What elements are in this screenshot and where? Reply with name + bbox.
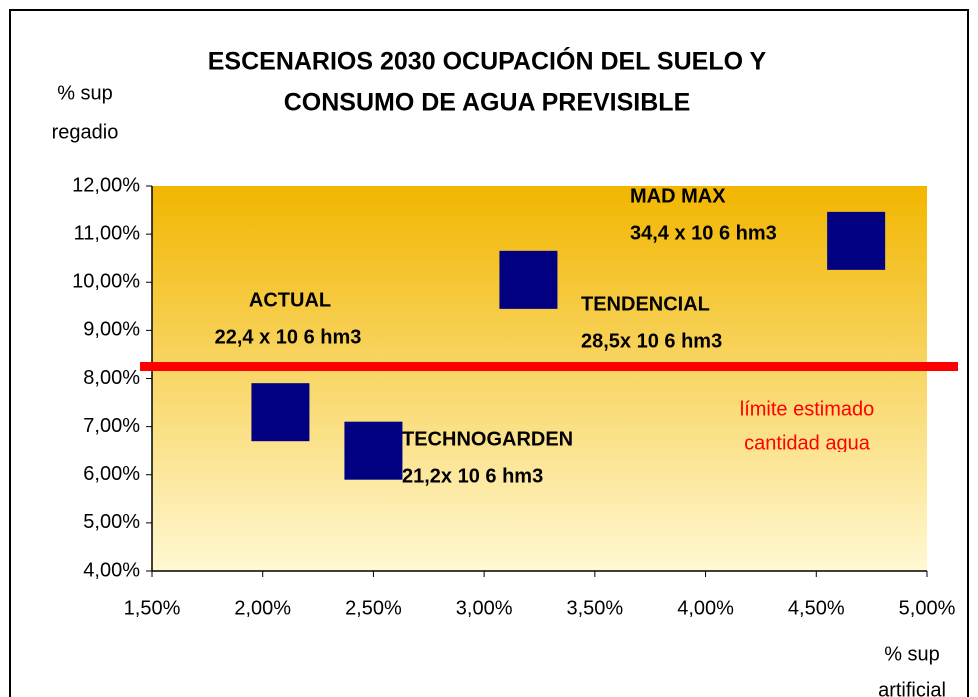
y-tick-label: 9,00% xyxy=(83,319,140,341)
x-tick-label: 3,00% xyxy=(456,597,513,619)
point xyxy=(251,383,310,442)
point xyxy=(827,211,886,270)
annotation: MAD MAX xyxy=(630,185,726,207)
chart-title: ESCENARIOS 2030 OCUPACIÓN DEL SUELO Y xyxy=(208,46,767,76)
x-tick-label: 4,50% xyxy=(788,597,845,619)
annotation: 34,4 x 10 6 hm3 xyxy=(630,222,777,244)
point xyxy=(499,250,558,309)
y-tick-label: 12,00% xyxy=(72,174,140,196)
annotation: 28,5x 10 6 hm3 xyxy=(581,330,722,352)
chart-title: CONSUMO DE AGUA PREVISIBLE xyxy=(284,89,691,117)
annotation: 22,4 x 10 6 hm3 xyxy=(215,326,362,348)
y-axis-label: % sup xyxy=(57,82,113,104)
y-tick-label: 6,00% xyxy=(83,463,140,485)
x-axis-label: % sup xyxy=(884,643,940,665)
threshold-label: cantidad agua xyxy=(744,432,871,454)
y-tick-label: 7,00% xyxy=(83,415,140,437)
plot-area xyxy=(152,186,927,571)
x-tick-label: 2,00% xyxy=(234,597,291,619)
x-tick-label: 1,50% xyxy=(124,597,181,619)
y-tick-label: 8,00% xyxy=(83,367,140,389)
x-tick-label: 4,00% xyxy=(677,597,734,619)
annotation: TENDENCIAL xyxy=(581,293,710,315)
y-tick-label: 10,00% xyxy=(72,271,140,293)
y-axis-label: regadio xyxy=(52,121,119,143)
y-tick-label: 5,00% xyxy=(83,511,140,533)
annotation: 21,2x 10 6 hm3 xyxy=(402,465,543,487)
y-tick-label: 11,00% xyxy=(74,222,141,244)
x-axis-label: artificial xyxy=(878,679,946,697)
threshold-label-group: límite estimado cantidad agua xyxy=(740,398,875,454)
x-tick-label: 2,50% xyxy=(345,597,402,619)
annotation: ACTUAL xyxy=(249,289,331,311)
x-tick-label: 5,00% xyxy=(899,597,956,619)
x-tick-label: 3,50% xyxy=(566,597,623,619)
threshold-label: límite estimado xyxy=(740,398,875,420)
point xyxy=(344,421,403,480)
y-tick-label: 4,00% xyxy=(83,559,140,581)
annotation: TECHNOGARDEN xyxy=(402,428,573,450)
